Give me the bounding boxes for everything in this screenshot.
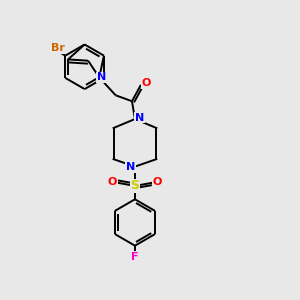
Text: N: N — [97, 72, 106, 82]
Text: N: N — [135, 112, 144, 123]
Text: O: O — [153, 177, 162, 188]
Text: O: O — [108, 177, 117, 188]
Text: O: O — [142, 78, 151, 88]
Text: N: N — [126, 162, 135, 172]
Text: S: S — [130, 179, 140, 192]
Text: Br: Br — [51, 43, 65, 53]
Text: F: F — [131, 252, 139, 262]
